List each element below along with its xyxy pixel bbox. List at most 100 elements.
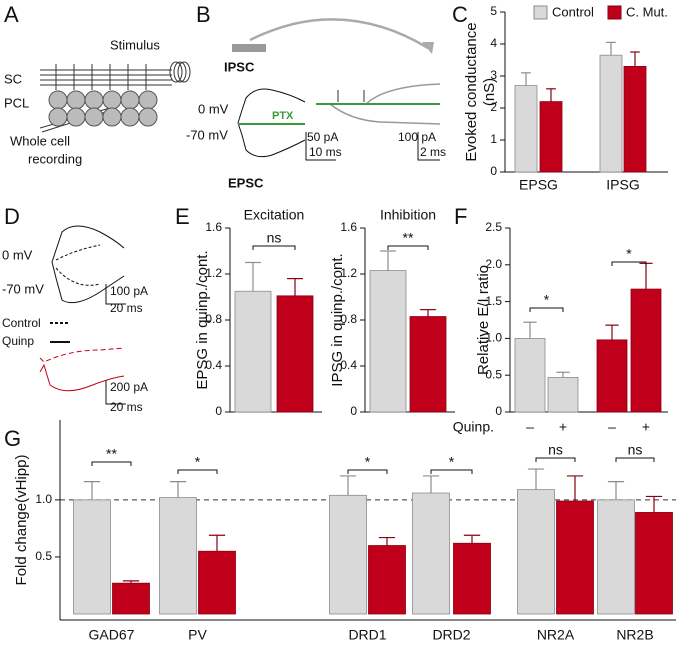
y-axis-label: (nS) [481, 78, 498, 106]
label: Quinp [2, 334, 34, 348]
y-tick-label: 4 [490, 36, 497, 50]
bar [596, 339, 628, 413]
y-tick-label: 2.5 [485, 220, 502, 234]
label: 2 ms [420, 145, 446, 159]
bar [453, 542, 491, 615]
legend-swatch [533, 5, 548, 20]
y-tick-label: 0.5 [35, 549, 52, 563]
label: 0 mV [2, 247, 33, 262]
trace [51, 225, 125, 263]
bar [623, 66, 647, 173]
bar [514, 85, 538, 173]
y-tick-label: 2 [490, 100, 497, 114]
significance-bracket [177, 469, 218, 474]
label: PTX [272, 110, 294, 122]
label: Stimulus [110, 37, 160, 52]
scale-bar [417, 132, 440, 161]
bar [599, 54, 623, 173]
chart-title: Excitation [244, 207, 305, 223]
annotation: * [449, 454, 455, 470]
stim-bar [232, 44, 266, 52]
bar [234, 290, 272, 413]
panel-label: D [4, 204, 20, 229]
annotation: ns [628, 442, 643, 458]
pcl-cells [48, 90, 158, 127]
y-tick-label: 0.5 [485, 367, 502, 381]
x-tick-label: DRD1 [348, 627, 386, 643]
y-tick-label: 0.8 [205, 312, 222, 326]
legend-label: C. Mut. [626, 4, 668, 19]
bar [635, 512, 673, 615]
y-axis-label: Evoked conductance [463, 22, 480, 161]
x-tick-label: – [526, 419, 534, 435]
annotation: * [544, 292, 550, 308]
significance-bracket [252, 245, 296, 250]
panel-label: B [196, 2, 211, 27]
panel-label: E [175, 204, 190, 229]
label: 20 ms [110, 301, 143, 315]
annotation: ns [267, 230, 282, 246]
label: 20 ms [110, 400, 143, 414]
y-tick-label: 1.6 [340, 220, 357, 234]
x-tick-label: NR2A [537, 627, 575, 643]
x-tick-label: PV [188, 627, 207, 643]
significance-bracket [611, 261, 647, 266]
y-tick-label: 0 [350, 404, 357, 418]
trace [55, 244, 101, 261]
bar [159, 497, 197, 615]
bar [369, 270, 407, 413]
label: IPSC [224, 59, 255, 74]
annotation: * [365, 454, 371, 470]
bar [112, 582, 150, 615]
label: -70 mV [2, 281, 44, 296]
label: Control [2, 316, 41, 330]
annotation: * [626, 246, 632, 262]
bar [73, 499, 111, 615]
y-axis-label: EPSG in quinp./cont. [194, 250, 211, 389]
y-tick-label: 0 [215, 404, 222, 418]
x-tick-label: GAD67 [89, 627, 135, 643]
x-tick-label: + [642, 419, 650, 435]
y-tick-label: 1 [490, 132, 497, 146]
y-axis-label: IPSG in quinp./cont. [329, 253, 346, 386]
chart-title: Inhibition [380, 207, 436, 223]
significance-bracket [430, 469, 473, 474]
trace [51, 261, 125, 304]
trace [237, 122, 306, 158]
significance-bracket [347, 469, 388, 474]
y-tick-label: 0.4 [205, 358, 222, 372]
bar [409, 316, 447, 413]
x-tick-label: IPSG [606, 177, 639, 193]
label: 100 pA [398, 130, 436, 144]
label: SC [4, 71, 22, 86]
panel-label: F [454, 204, 467, 229]
y-tick-label: 1.2 [205, 266, 222, 280]
label: Whole cell [10, 133, 70, 148]
x-tick-label: DRD2 [432, 627, 470, 643]
label: -70 mV [186, 127, 228, 142]
scale-bar [105, 380, 126, 405]
label: recording [28, 151, 82, 166]
y-tick-label: 1.6 [205, 220, 222, 234]
significance-bracket [387, 245, 429, 250]
y-tick-label: 0.4 [340, 358, 357, 372]
trace [316, 83, 441, 105]
annotation: * [195, 454, 201, 470]
label: 10 ms [309, 145, 342, 159]
label: PCL [4, 95, 29, 110]
significance-bracket [535, 457, 576, 462]
significance-bracket [615, 457, 655, 462]
arrow [249, 18, 429, 50]
annotation: ns [548, 442, 563, 458]
annotation: ** [403, 230, 414, 246]
bar [597, 499, 635, 615]
y-tick-label: 5 [490, 4, 497, 18]
label: 200 pA [110, 380, 148, 394]
y-tick-label: 0 [490, 164, 497, 178]
trace [39, 347, 125, 363]
y-axis-label: Relative E/I ratio [475, 265, 492, 375]
significance-bracket [91, 461, 132, 466]
y-tick-label: 1.2 [340, 266, 357, 280]
panel-label: G [4, 426, 21, 451]
